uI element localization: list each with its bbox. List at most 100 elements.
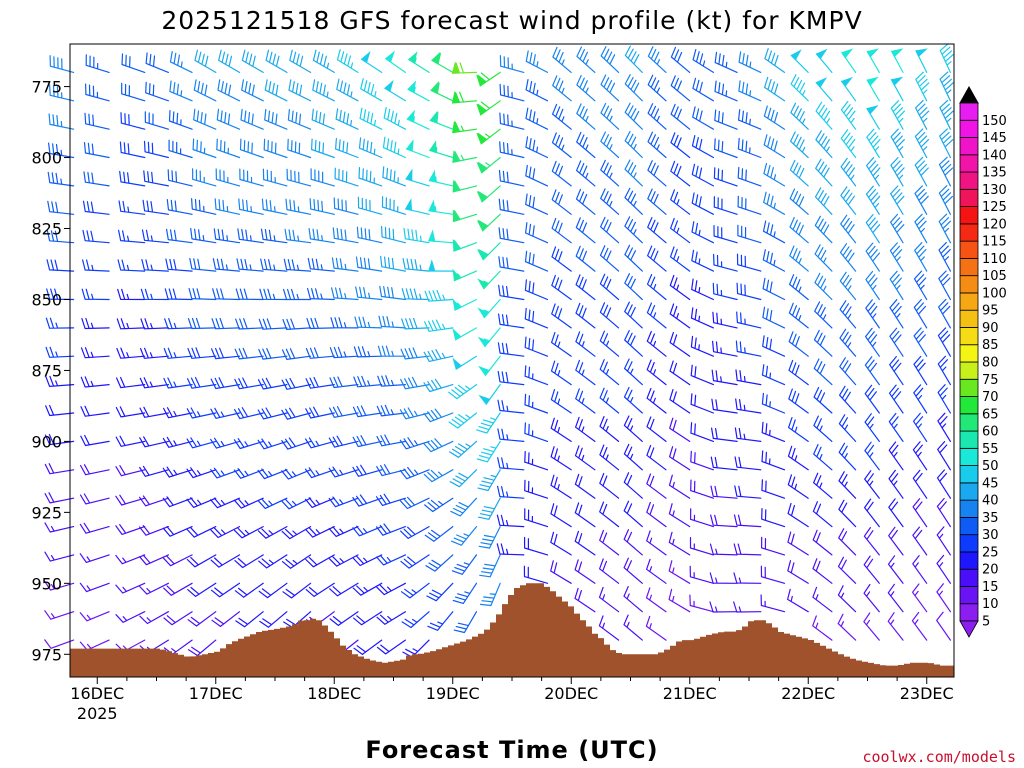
barb-shaft <box>450 497 478 517</box>
barb-shaft <box>646 274 667 301</box>
barb-shaft <box>451 91 478 104</box>
wind-barb <box>890 157 905 187</box>
wind-barb <box>714 109 738 130</box>
barb-shaft <box>401 317 430 330</box>
barb-shaft <box>789 274 809 301</box>
colorbar-label: 95 <box>982 304 999 319</box>
barb-shaft <box>193 79 217 102</box>
barb-shaft <box>80 405 110 417</box>
barb-shaft <box>497 428 525 442</box>
wind-barb <box>691 249 714 272</box>
barb-shaft <box>524 508 549 528</box>
wind-barb <box>710 485 738 499</box>
wind-barb <box>141 259 169 272</box>
wind-barb <box>307 287 335 301</box>
barb-shaft <box>429 146 454 159</box>
barb-shaft <box>787 531 809 556</box>
wind-barb <box>498 284 525 301</box>
barb-shaft <box>865 327 880 357</box>
barb-shaft <box>165 258 193 272</box>
wind-barb <box>476 185 501 203</box>
barb-shaft <box>191 198 217 215</box>
wind-barb <box>379 285 406 301</box>
barb-shaft <box>258 318 288 330</box>
wind-barb <box>235 318 264 330</box>
barb-shaft <box>479 582 501 607</box>
barb-shaft <box>938 242 951 272</box>
wind-barb <box>599 273 620 301</box>
barb-shaft <box>499 141 525 159</box>
wind-barb <box>938 156 954 187</box>
barb-shaft <box>352 435 383 448</box>
barb-shaft <box>525 164 549 187</box>
barb-shaft <box>452 210 478 222</box>
wind-barb <box>406 109 430 130</box>
barb-pennant <box>477 307 490 319</box>
barb-shaft <box>82 229 110 244</box>
barb-shaft <box>712 311 738 329</box>
wind-barb <box>761 536 786 556</box>
barb-shaft <box>574 445 596 471</box>
wind-barb <box>938 298 951 329</box>
barb-shaft <box>281 407 312 420</box>
barb-shaft <box>890 213 905 244</box>
barb-shaft <box>423 469 454 483</box>
barb-shaft <box>733 543 762 556</box>
wind-barb <box>576 131 596 159</box>
barb-shaft <box>600 159 620 187</box>
barb-shaft <box>498 256 525 272</box>
wind-barb <box>838 471 857 499</box>
barb-shaft <box>669 303 691 329</box>
barb-shaft <box>790 102 809 130</box>
wind-barb <box>234 526 264 539</box>
wind-barb <box>335 137 359 159</box>
barb-shaft <box>452 151 478 163</box>
barb-shaft <box>647 188 667 215</box>
barb-shaft <box>788 417 809 442</box>
wind-barb <box>525 222 549 244</box>
wind-barb <box>524 336 549 357</box>
wind-barb <box>812 529 833 556</box>
wind-barb <box>44 492 75 504</box>
barb-shaft <box>890 157 905 187</box>
barb-shaft <box>476 440 501 463</box>
wind-barb <box>552 75 572 102</box>
wind-barb <box>452 582 478 604</box>
barb-shaft <box>405 208 430 215</box>
barb-shaft <box>888 469 904 499</box>
wind-barb <box>936 583 951 613</box>
barb-shaft <box>79 553 110 563</box>
wind-barb <box>938 213 951 244</box>
barb-shaft <box>646 387 667 414</box>
wind-barb <box>646 302 667 329</box>
barb-shaft <box>401 288 430 301</box>
barb-shaft <box>576 103 596 130</box>
barb-shaft <box>735 398 762 414</box>
barb-shaft <box>647 160 667 187</box>
barb-shaft <box>118 229 146 244</box>
credit-text[interactable]: coolwx.com/models <box>862 748 1016 766</box>
barb-shaft <box>335 137 359 159</box>
barb-shaft <box>478 242 501 261</box>
wind-barb <box>452 179 478 193</box>
barb-shaft <box>890 100 905 130</box>
wind-barb <box>49 84 75 102</box>
wind-barb <box>524 365 549 386</box>
barb-shaft <box>646 501 667 528</box>
wind-barb <box>524 479 549 499</box>
barb-shaft <box>451 526 478 546</box>
barb-shaft <box>46 288 75 301</box>
barb-shaft <box>287 138 312 159</box>
barb-shaft <box>887 583 904 613</box>
colorbar-segment <box>959 586 979 605</box>
wind-barb <box>763 134 786 159</box>
wind-barb <box>355 256 383 272</box>
barb-shaft <box>81 288 110 301</box>
wind-barb <box>451 61 478 74</box>
wind-barb <box>162 436 193 448</box>
wind-barb <box>669 417 691 442</box>
wind-barb <box>476 71 501 87</box>
barb-shaft <box>163 611 193 626</box>
wind-barb <box>187 582 217 597</box>
barb-shaft <box>217 79 241 102</box>
